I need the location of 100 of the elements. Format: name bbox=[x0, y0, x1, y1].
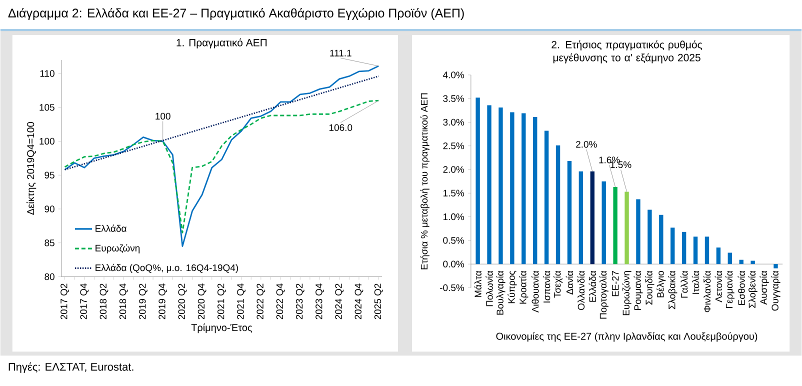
legend-label: Ευρωζώνη bbox=[96, 244, 140, 254]
bar bbox=[533, 117, 538, 264]
y-tick-label: 1.0% bbox=[443, 214, 464, 220]
x-tick-label: 2023 Q2 bbox=[296, 284, 304, 320]
y-tick-label: 95 bbox=[44, 172, 54, 179]
x-tick-label: 2022 Q4 bbox=[276, 284, 285, 320]
annotation: 106.0 bbox=[329, 124, 352, 132]
legend-label: Ελλάδα (QoQ%, μ.ο. 16Q4-19Q4) bbox=[96, 264, 238, 274]
data-label: 1.6% bbox=[599, 156, 620, 164]
bar bbox=[498, 108, 503, 264]
x-tick-label: 2019 Q4 bbox=[158, 284, 168, 320]
y-tick-label: 85 bbox=[44, 240, 54, 246]
bar bbox=[636, 199, 640, 264]
y-tick-label: 100 bbox=[40, 138, 54, 145]
x-tick-label: ΕΕ-27 bbox=[612, 271, 619, 296]
bar bbox=[590, 172, 594, 264]
x-tick-label: Τσεχία bbox=[553, 271, 563, 298]
x-tick-label: 2025 Q2 bbox=[374, 284, 383, 320]
x-tick-label: Σλοβενία bbox=[748, 271, 758, 308]
y-tick-label: 2.5% bbox=[443, 142, 464, 150]
x-tick-label: 2021 Q4 bbox=[237, 284, 246, 320]
x-tick-label: 2024 Q2 bbox=[335, 284, 344, 320]
bar bbox=[716, 248, 721, 264]
x-tick-label: 2021 Q2 bbox=[217, 284, 226, 320]
x-axis-title: Τρίμηνο-Έτος bbox=[191, 324, 252, 334]
y-tick-label: 105 bbox=[40, 104, 54, 111]
x-tick-label: 2019 Q2 bbox=[139, 284, 148, 320]
bar bbox=[510, 112, 514, 264]
y-tick-label: 0.5% bbox=[443, 237, 464, 244]
bar bbox=[728, 252, 732, 264]
x-tick-label: 2018 Q4 bbox=[119, 284, 128, 320]
x-tick-label: Γερμανία bbox=[725, 271, 734, 308]
y-tick-label: 90 bbox=[44, 206, 54, 213]
x-tick-label: Δανία bbox=[566, 271, 574, 295]
annotation: 111.1 bbox=[330, 50, 352, 57]
bar bbox=[624, 192, 629, 264]
x-tick-label: Γαλλία bbox=[680, 271, 688, 298]
x-tick-label: Σλοβακία bbox=[668, 271, 678, 310]
y-tick-label: 80 bbox=[44, 274, 54, 280]
x-tick-label: Ισπανία bbox=[542, 271, 550, 303]
x-tick-label: Βέλγιο bbox=[656, 271, 666, 298]
chart-title: 2. Ετήσιος πραγματικός ρυθμός μεγέθυνσης το α' εξάμηνο 2025 bbox=[552, 40, 702, 64]
x-tick-label: Ελλάδα bbox=[588, 271, 596, 302]
bar bbox=[750, 260, 755, 264]
y-tick-label: 110 bbox=[40, 70, 54, 78]
y-tick-label: 2.0% bbox=[443, 166, 464, 174]
y-axis-title: Ετήσια % μεταβολή του πραγματικού ΑΕΠ bbox=[420, 94, 430, 270]
x-tick-label: Αυστρία bbox=[760, 271, 769, 305]
y-tick-label: 1.5% bbox=[443, 190, 464, 197]
bar bbox=[739, 260, 744, 264]
x-tick-label: Λετονία bbox=[714, 271, 722, 303]
bar bbox=[774, 264, 778, 269]
x-tick-label: Μάλτα bbox=[474, 271, 482, 298]
x-tick-label: Κροατία bbox=[519, 271, 528, 304]
x-tick-label: 2018 Q2 bbox=[100, 284, 108, 320]
x-tick-label: 2023 Q4 bbox=[316, 284, 324, 320]
legend-label: Ελλάδα bbox=[96, 224, 126, 232]
bar bbox=[670, 228, 675, 264]
y-tick-label: 3.0% bbox=[443, 119, 464, 126]
x-tick-label: Βουλγαρία bbox=[496, 271, 506, 315]
bar bbox=[476, 98, 480, 264]
x-tick-label: 2024 Q4 bbox=[354, 284, 364, 320]
bar bbox=[556, 146, 560, 264]
x-tick-label: 2020 Q2 bbox=[178, 284, 187, 320]
data-label: 2.0% bbox=[576, 141, 597, 148]
y-axis-title: Δείκτης 2019Q4=100 bbox=[26, 122, 36, 215]
x-tick-label: 2017 Q2 bbox=[60, 284, 69, 320]
x-tick-label: Πορτογαλία bbox=[599, 271, 608, 319]
x-tick-label: Πολωνία bbox=[486, 271, 493, 306]
bar bbox=[602, 182, 606, 264]
y-tick-label: 3.5% bbox=[443, 95, 464, 102]
x-tick-label: 2020 Q4 bbox=[198, 284, 206, 320]
bar bbox=[613, 187, 618, 264]
chart-title: Διάγραμμα 2: Ελλάδα και ΕΕ-27 – Πραγματικό Ακαθάριστο Εγχώριο Προϊόν (ΑΕΠ) bbox=[8, 8, 464, 20]
x-tick-label: 2017 Q4 bbox=[80, 284, 89, 320]
x-tick-label: Σουηδία bbox=[645, 271, 654, 305]
chart-subtitle: 1. Πραγματικό ΑΕΠ bbox=[176, 38, 267, 49]
x-tick-label: Ευρωζώνη bbox=[622, 271, 632, 316]
bar bbox=[682, 232, 686, 264]
x-tick-label: Ρουμανία bbox=[634, 271, 643, 310]
x-tick-label: Εσθονία bbox=[738, 271, 745, 306]
bar bbox=[487, 105, 492, 264]
bar bbox=[567, 161, 572, 264]
bar bbox=[704, 236, 710, 264]
x-tick-label: Λιθουανία bbox=[531, 271, 539, 313]
bar bbox=[659, 215, 664, 264]
x-axis-title: Οικονομίες της ΕΕ-27 (πλην Ιρλανδίας και Λουξεμβούργου) bbox=[496, 332, 758, 342]
y-tick-label: 0.0% bbox=[443, 260, 464, 268]
x-tick-label: Ιταλία bbox=[692, 271, 700, 294]
bar bbox=[578, 172, 584, 264]
text: Πηγές: ΕΛΣΤΑΤ, Eurostat. bbox=[8, 362, 134, 374]
data-label: 1.5% bbox=[610, 162, 632, 168]
y-tick-label: -0.5% bbox=[440, 284, 464, 292]
x-tick-label: Ουγγαρία bbox=[771, 271, 780, 311]
bar bbox=[693, 236, 698, 264]
y-tick-label: 4.0% bbox=[442, 72, 464, 78]
bar bbox=[544, 130, 549, 264]
x-tick-label: Ολλανδία bbox=[577, 271, 585, 310]
bar bbox=[522, 113, 526, 264]
x-tick-label: Φινλανδία bbox=[703, 271, 711, 312]
